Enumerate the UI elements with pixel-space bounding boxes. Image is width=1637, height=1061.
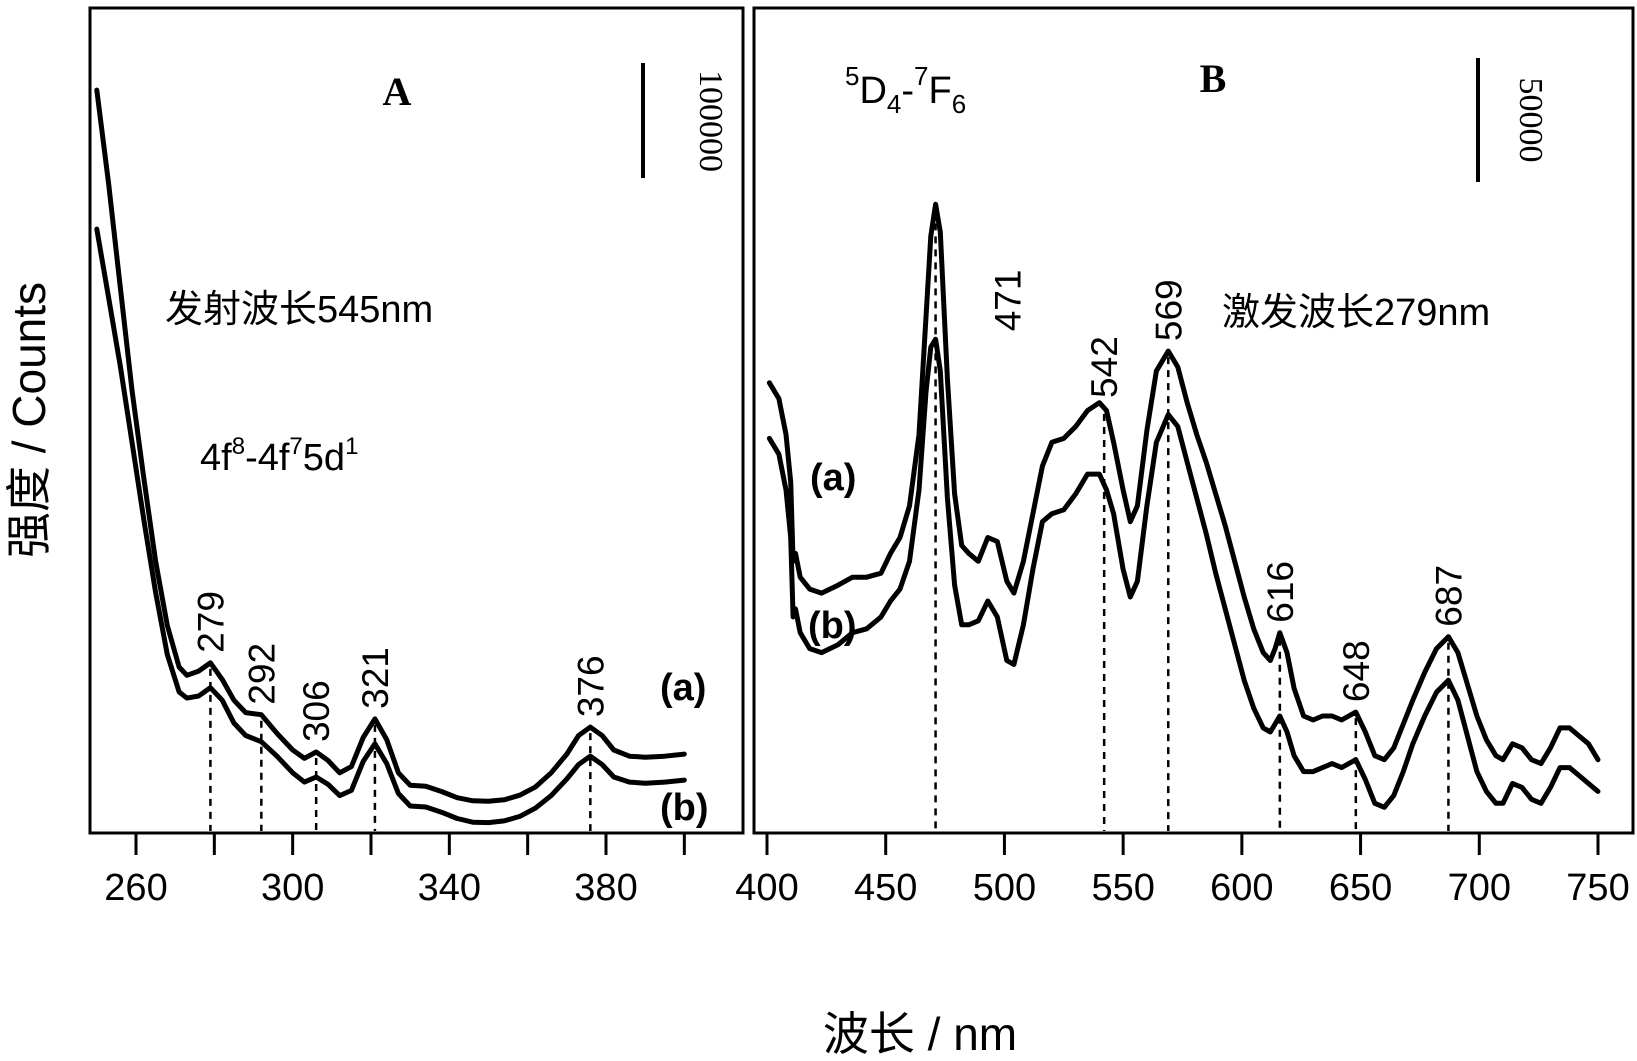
x-tick-label-500: 500	[973, 867, 1036, 909]
panel-a-curve-b-tag: (b)	[660, 787, 709, 829]
panel-a-x-ticks: 260 300 340 380	[104, 833, 686, 909]
peak-label-687: 687	[1428, 565, 1469, 627]
panel-b-x-ticks: 400 450 500 550 600 650 700 750	[735, 833, 1630, 909]
peak-label-616: 616	[1260, 561, 1301, 623]
panel-b-letter: B	[1200, 56, 1227, 101]
panel-a-emission-note: 发射波长545nm	[165, 289, 433, 331]
peak-label-569: 569	[1148, 279, 1189, 341]
panel-a-scale-label: 100000	[692, 70, 729, 172]
panel-b-scale-label: 50000	[1512, 78, 1549, 163]
x-tick-label-550: 550	[1091, 867, 1154, 909]
y-axis-title: 强度 / Counts	[3, 282, 55, 558]
peak-label-471: 471	[988, 270, 1029, 332]
x-tick-label-450: 450	[854, 867, 917, 909]
x-tick-label-400: 400	[735, 867, 798, 909]
panel-b-peak-labels: 471 542 569 616 648 687	[988, 270, 1470, 703]
panel-b-transition-label: 5D4-7F6	[845, 61, 966, 119]
peak-label-306: 306	[296, 680, 337, 742]
x-tick-label-650: 650	[1329, 867, 1392, 909]
x-tick-label-260: 260	[104, 867, 167, 909]
panel-b-curve-b-tag: (b)	[808, 605, 857, 647]
peak-label-376: 376	[570, 655, 611, 717]
panel-b-series-a-line	[766, 201, 1601, 767]
peak-label-542: 542	[1084, 336, 1125, 398]
x-tick-label-340: 340	[418, 867, 481, 909]
panel-a-series-b-line	[94, 226, 687, 826]
x-tick-label-380: 380	[574, 867, 637, 909]
panel-b-frame	[752, 6, 1635, 835]
panel-b-curves	[766, 201, 1601, 810]
peak-label-321: 321	[355, 647, 396, 709]
panel-a-transition-label: 4f8-4f75d1	[200, 433, 358, 479]
peak-label-279: 279	[190, 591, 231, 653]
x-tick-label-300: 300	[261, 867, 324, 909]
peak-label-292: 292	[241, 643, 282, 705]
x-tick-label-700: 700	[1448, 867, 1511, 909]
x-tick-label-750: 750	[1566, 867, 1629, 909]
panel-b-curve-a-tag: (a)	[810, 457, 856, 499]
panel-a-curve-a-tag: (a)	[660, 667, 706, 709]
panel-b-excitation-note: 激发波长279nm	[1222, 292, 1490, 334]
panel-a-curves	[94, 87, 687, 826]
panel-a-letter: A	[383, 69, 412, 114]
peak-label-648: 648	[1336, 640, 1377, 702]
panel-b-series-b-line	[766, 336, 1601, 810]
x-axis-title: 波长 / nm	[823, 1008, 1017, 1060]
panel-a-series-a-line	[94, 87, 687, 804]
panel-a-frame	[88, 6, 745, 835]
x-tick-label-600: 600	[1210, 867, 1273, 909]
